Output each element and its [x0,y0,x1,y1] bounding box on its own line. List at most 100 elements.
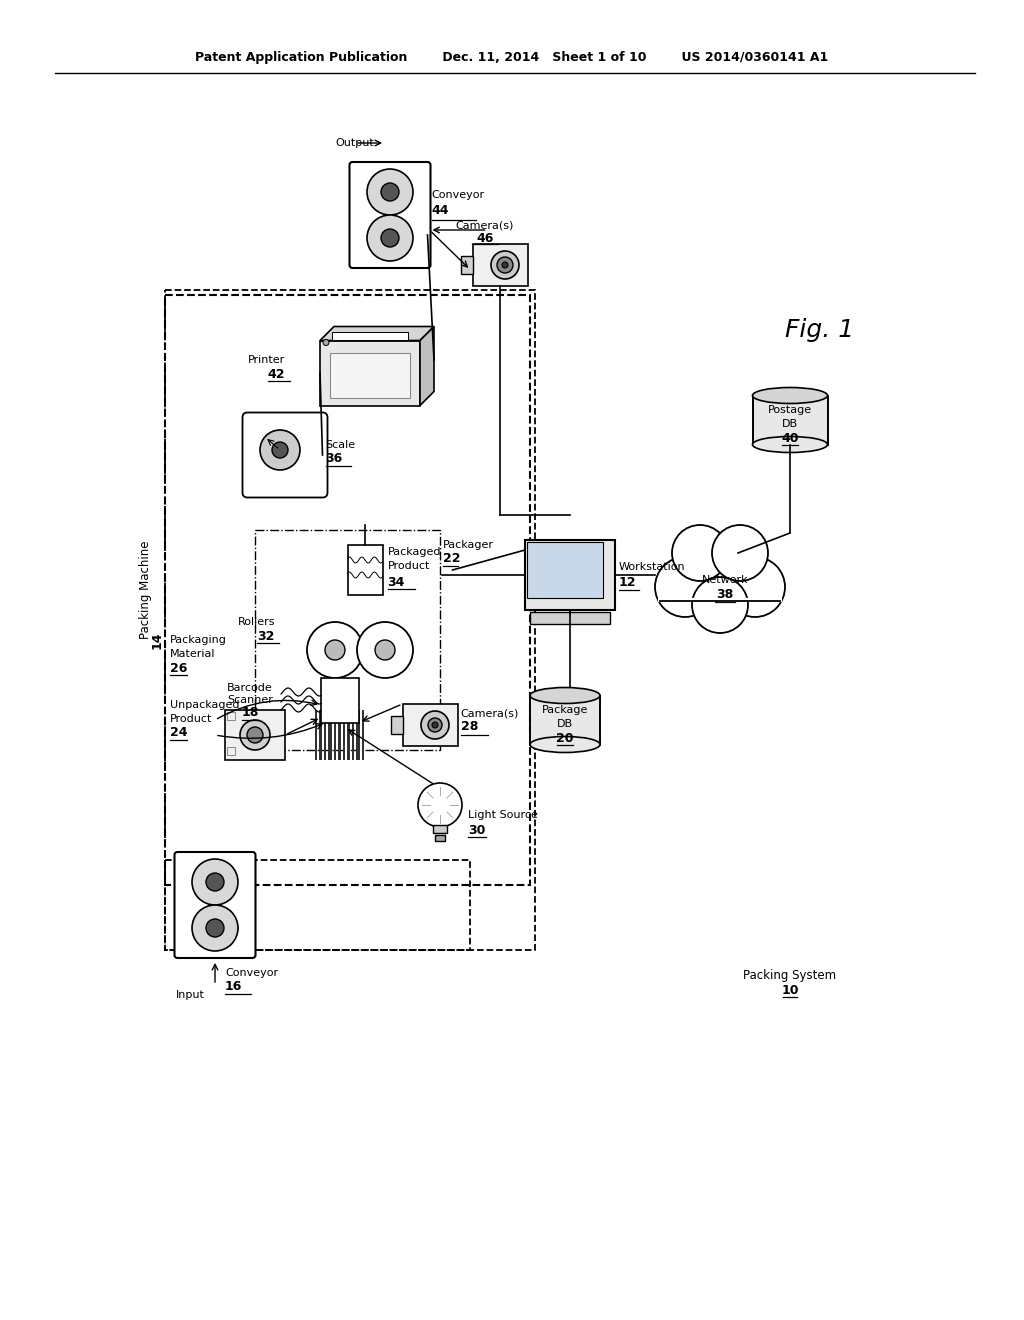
Bar [315,710,317,760]
Text: 28: 28 [461,721,478,734]
Bar [461,256,472,275]
Circle shape [678,533,762,616]
Circle shape [692,577,748,634]
Bar [525,540,615,610]
Text: Material: Material [170,649,215,659]
Ellipse shape [753,437,827,453]
Circle shape [490,251,519,279]
Text: Output: Output [336,139,375,148]
Circle shape [655,557,715,616]
Text: Patent Application Publication        Dec. 11, 2014   Sheet 1 of 10        US 20: Patent Application Publication Dec. 11, … [196,50,828,63]
Circle shape [432,722,438,729]
Bar [530,612,610,624]
Circle shape [193,906,238,950]
Text: 20: 20 [556,731,573,744]
Circle shape [672,525,728,581]
Circle shape [272,442,288,458]
Text: Barcode: Barcode [227,682,272,693]
Circle shape [193,859,238,906]
Bar [362,710,364,760]
Text: 40: 40 [781,432,799,445]
Circle shape [325,640,345,660]
Circle shape [502,261,508,268]
Text: 36: 36 [326,453,343,466]
Circle shape [307,622,362,678]
Bar [165,290,535,950]
Text: Camera(s): Camera(s) [456,220,514,231]
Bar [319,710,322,760]
Bar [330,352,410,397]
Text: Packaged: Packaged [387,546,441,557]
Bar [402,704,458,746]
Circle shape [381,183,399,201]
Bar [324,710,326,760]
Circle shape [206,919,224,937]
Text: Rollers: Rollers [238,616,275,627]
Text: 26: 26 [170,661,187,675]
Text: 30: 30 [468,824,485,837]
Bar [328,710,332,760]
Text: Fig. 1: Fig. 1 [785,318,855,342]
Bar [165,294,530,884]
Text: Packing System: Packing System [743,969,837,982]
Ellipse shape [530,737,600,752]
FancyBboxPatch shape [349,162,430,268]
Text: 18: 18 [242,706,259,719]
Text: 16: 16 [225,981,243,994]
Bar [338,710,341,760]
Circle shape [367,215,413,261]
Text: DB: DB [557,719,573,729]
Text: Packaging: Packaging [170,635,227,645]
Text: 32: 32 [258,630,275,643]
Circle shape [725,557,785,616]
Text: Conveyor: Conveyor [431,190,484,201]
Bar [527,543,603,598]
Bar [227,747,234,755]
Text: DB: DB [782,418,798,429]
FancyBboxPatch shape [243,412,328,498]
Bar [347,545,383,595]
Bar [433,825,447,833]
Text: 24: 24 [170,726,187,739]
Circle shape [428,718,442,733]
Circle shape [323,339,329,346]
Text: 46: 46 [476,231,494,244]
Text: 38: 38 [717,589,733,602]
Circle shape [260,430,300,470]
Text: Camera(s): Camera(s) [461,708,519,718]
Bar [435,836,445,841]
Bar [165,861,470,950]
Bar [347,710,350,760]
Bar [472,244,527,286]
Text: Packager: Packager [443,540,494,550]
Circle shape [367,169,413,215]
Text: Workstation: Workstation [618,562,686,572]
Text: Postage: Postage [768,405,812,414]
Ellipse shape [530,688,600,704]
Text: Light Source: Light Source [468,810,538,820]
Circle shape [357,622,413,678]
Text: Product: Product [170,714,212,723]
Text: 22: 22 [443,553,461,565]
Circle shape [206,873,224,891]
Text: Scale: Scale [326,440,355,450]
Text: 12: 12 [618,577,637,590]
Bar [227,711,234,719]
Polygon shape [420,326,434,405]
Text: 44: 44 [431,203,449,216]
Bar [530,696,600,744]
FancyBboxPatch shape [174,851,256,958]
Bar [352,710,354,760]
Ellipse shape [753,388,827,404]
Text: Packing Machine: Packing Machine [138,541,152,639]
Text: Product: Product [387,561,430,572]
Circle shape [418,783,462,828]
Bar [356,710,360,760]
Bar [753,396,827,445]
Circle shape [381,228,399,247]
Text: Input: Input [175,990,205,1001]
Text: Package: Package [542,705,588,715]
Text: Conveyor: Conveyor [225,968,279,978]
Circle shape [712,525,768,581]
Bar [332,331,408,339]
